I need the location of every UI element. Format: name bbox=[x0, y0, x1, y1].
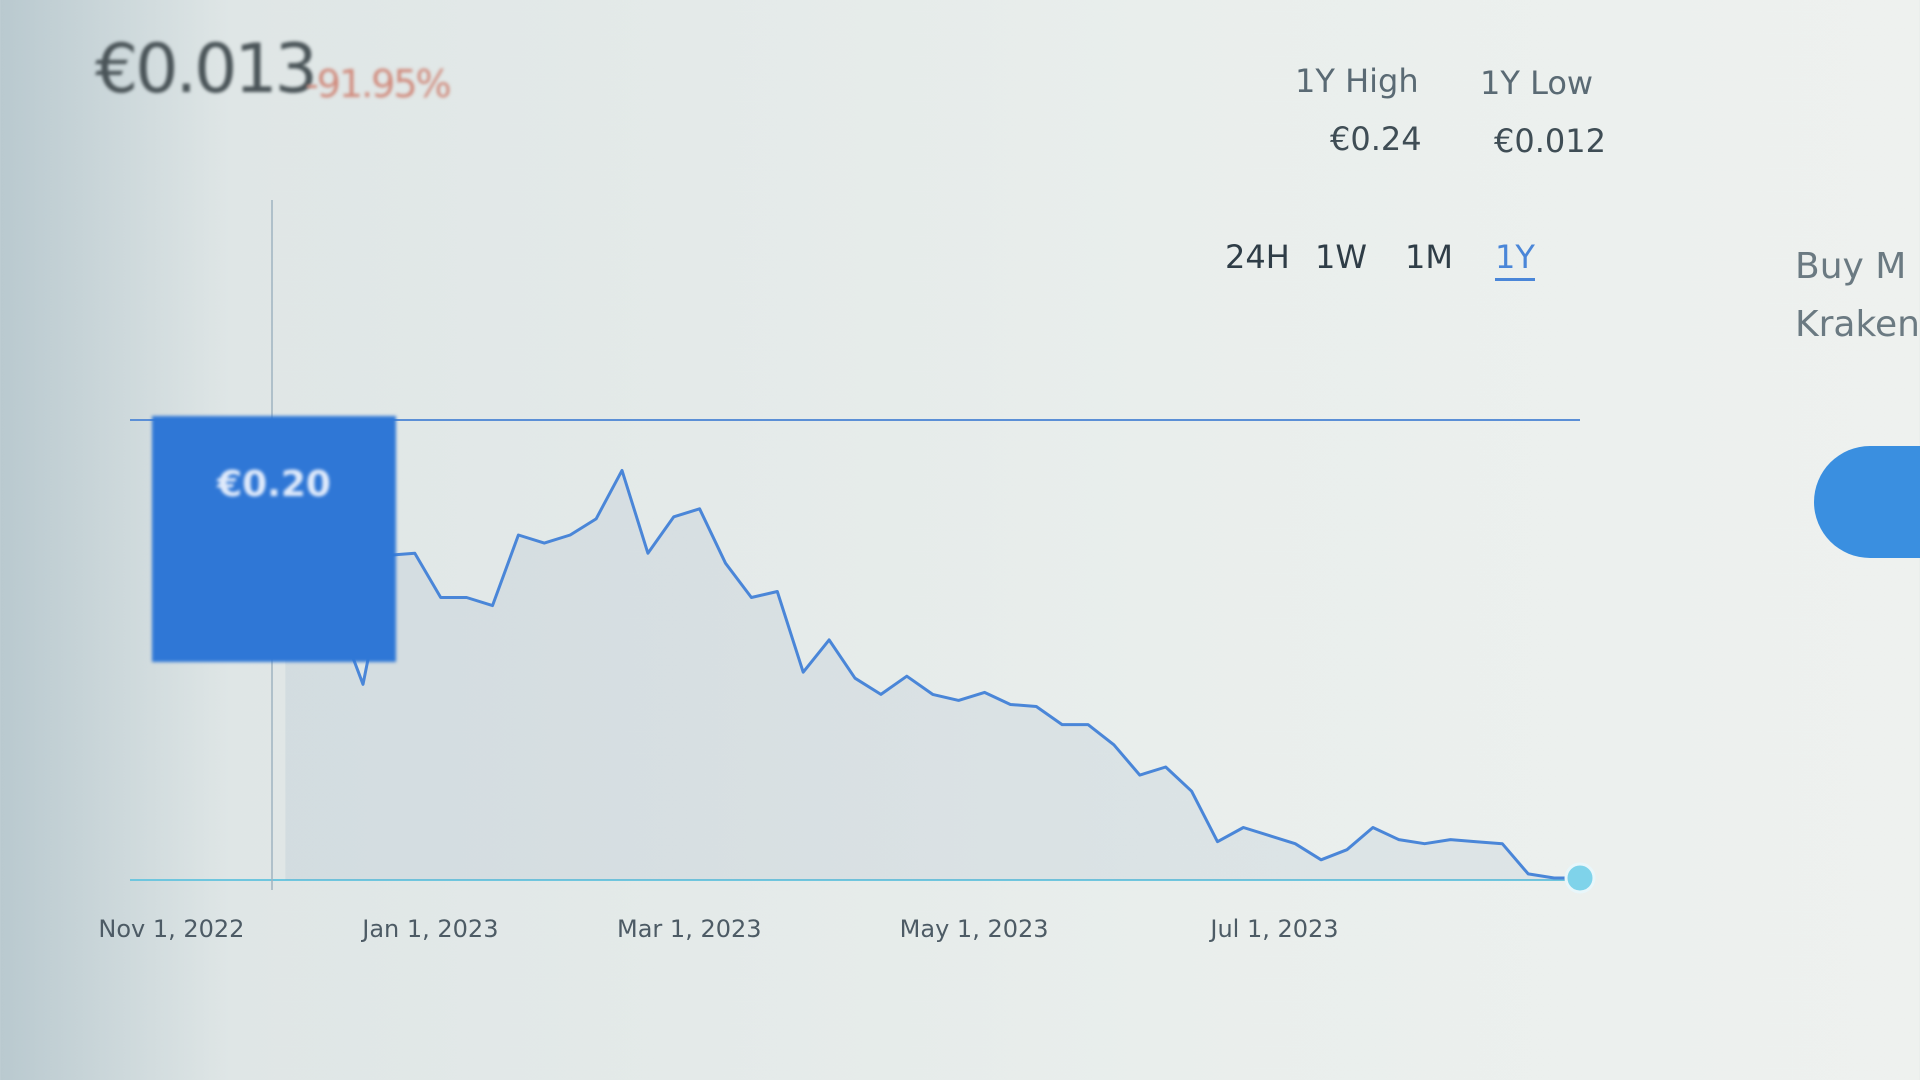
stat-value: €0.24 bbox=[1330, 120, 1422, 158]
x-tick-label: Jul 1, 2023 bbox=[1208, 915, 1338, 943]
tooltip: €0.20 bbox=[152, 416, 396, 662]
price: €0.013 bbox=[95, 30, 318, 109]
side-line: Kraken bbox=[1795, 304, 1920, 345]
range-tab[interactable]: 1W bbox=[1315, 238, 1367, 276]
price-change: -91.95% bbox=[305, 62, 452, 106]
price-line bbox=[285, 468, 1580, 880]
range-tabs: 24H 1W 1M 1Y bbox=[1225, 238, 1585, 298]
stat-label: 1Y High bbox=[1295, 62, 1419, 100]
range-tab[interactable]: 24H bbox=[1225, 238, 1290, 276]
buy-button[interactable] bbox=[1814, 446, 1920, 558]
x-tick-label: May 1, 2023 bbox=[900, 915, 1049, 943]
x-tick-label: Mar 1, 2023 bbox=[617, 915, 762, 943]
side-line: Buy M bbox=[1795, 246, 1907, 287]
x-tick-label: Jan 1, 2023 bbox=[360, 915, 498, 943]
range-tab[interactable]: 1M bbox=[1405, 238, 1453, 276]
stat-value: €0.012 bbox=[1494, 122, 1606, 160]
area bbox=[285, 470, 1580, 880]
x-tick-label: Nov 1, 2022 bbox=[98, 915, 244, 943]
stat-label: 1Y Low bbox=[1480, 64, 1594, 102]
range-tab[interactable]: 1Y bbox=[1495, 238, 1535, 281]
current-point bbox=[1564, 862, 1596, 894]
tooltip-value: €0.20 bbox=[217, 464, 331, 505]
side-panel: Buy M Kraken bbox=[1795, 238, 1920, 354]
